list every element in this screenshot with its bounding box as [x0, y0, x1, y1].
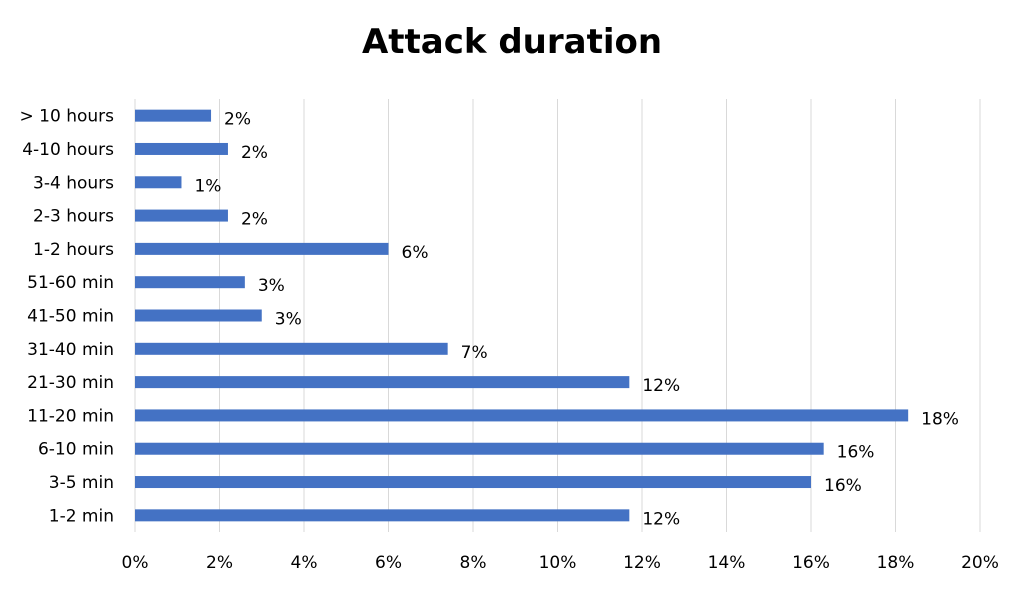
x-tick-label: 2%: [206, 553, 233, 573]
category-label: 3-4 hours: [33, 173, 114, 193]
bar: [135, 409, 909, 422]
x-tick-label: 8%: [460, 553, 487, 573]
category-label: 41-50 min: [27, 307, 114, 327]
data-label: 2%: [241, 143, 268, 163]
bar: [135, 276, 245, 289]
data-label: 12%: [642, 509, 680, 529]
bar: [135, 376, 630, 389]
category-label: 3-5 min: [49, 473, 114, 493]
bar: [135, 142, 228, 155]
x-tick-label: 18%: [877, 553, 915, 573]
x-tick-label: 6%: [375, 553, 402, 573]
bar: [135, 342, 448, 355]
category-label: 2-3 hours: [33, 207, 114, 227]
data-label: 2%: [224, 110, 251, 130]
x-tick-label: 20%: [961, 553, 999, 573]
category-label: 31-40 min: [27, 340, 114, 360]
category-label: 11-20 min: [27, 406, 114, 426]
x-tick-label: 10%: [539, 553, 577, 573]
bar: [135, 242, 389, 255]
data-label: 3%: [258, 276, 285, 296]
data-label: 6%: [402, 243, 429, 263]
data-label: 12%: [642, 376, 680, 396]
data-labels: 2% 2% 1% 2% 6% 3% 3% 7% 12% 18% 16% 16% 12%: [194, 110, 958, 530]
x-tick-labels: 0% 2% 4% 6% 8% 10% 12% 14% 16% 18% 20%: [122, 553, 999, 573]
data-label: 3%: [275, 310, 302, 330]
category-label: 4-10 hours: [22, 140, 114, 160]
category-label: > 10 hours: [20, 107, 115, 127]
chart-title: Attack duration: [361, 22, 663, 62]
bar: [135, 109, 212, 122]
bar: [135, 509, 630, 522]
data-label: 7%: [461, 343, 488, 363]
category-label: 51-60 min: [27, 273, 114, 293]
data-label: 16%: [837, 443, 875, 463]
bars: [135, 109, 909, 522]
x-tick-label: 16%: [792, 553, 830, 573]
category-label: 1-2 min: [49, 506, 114, 526]
bar: [135, 309, 262, 322]
data-label: 16%: [824, 476, 862, 496]
category-label: 21-30 min: [27, 373, 114, 393]
data-label: 2%: [241, 210, 268, 230]
bar: [135, 209, 228, 222]
x-tick-label: 12%: [623, 553, 661, 573]
bar: [135, 442, 824, 455]
x-tick-label: 0%: [122, 553, 149, 573]
category-label: 1-2 hours: [33, 240, 114, 260]
bar: [135, 176, 182, 189]
data-label: 1%: [194, 176, 221, 196]
x-tick-label: 4%: [291, 553, 318, 573]
data-label: 18%: [921, 409, 959, 429]
bar: [135, 476, 811, 489]
x-tick-label: 14%: [708, 553, 746, 573]
category-labels: > 10 hours 4-10 hours 3-4 hours 2-3 hours 1-…: [20, 107, 115, 527]
category-label: 6-10 min: [38, 440, 114, 460]
